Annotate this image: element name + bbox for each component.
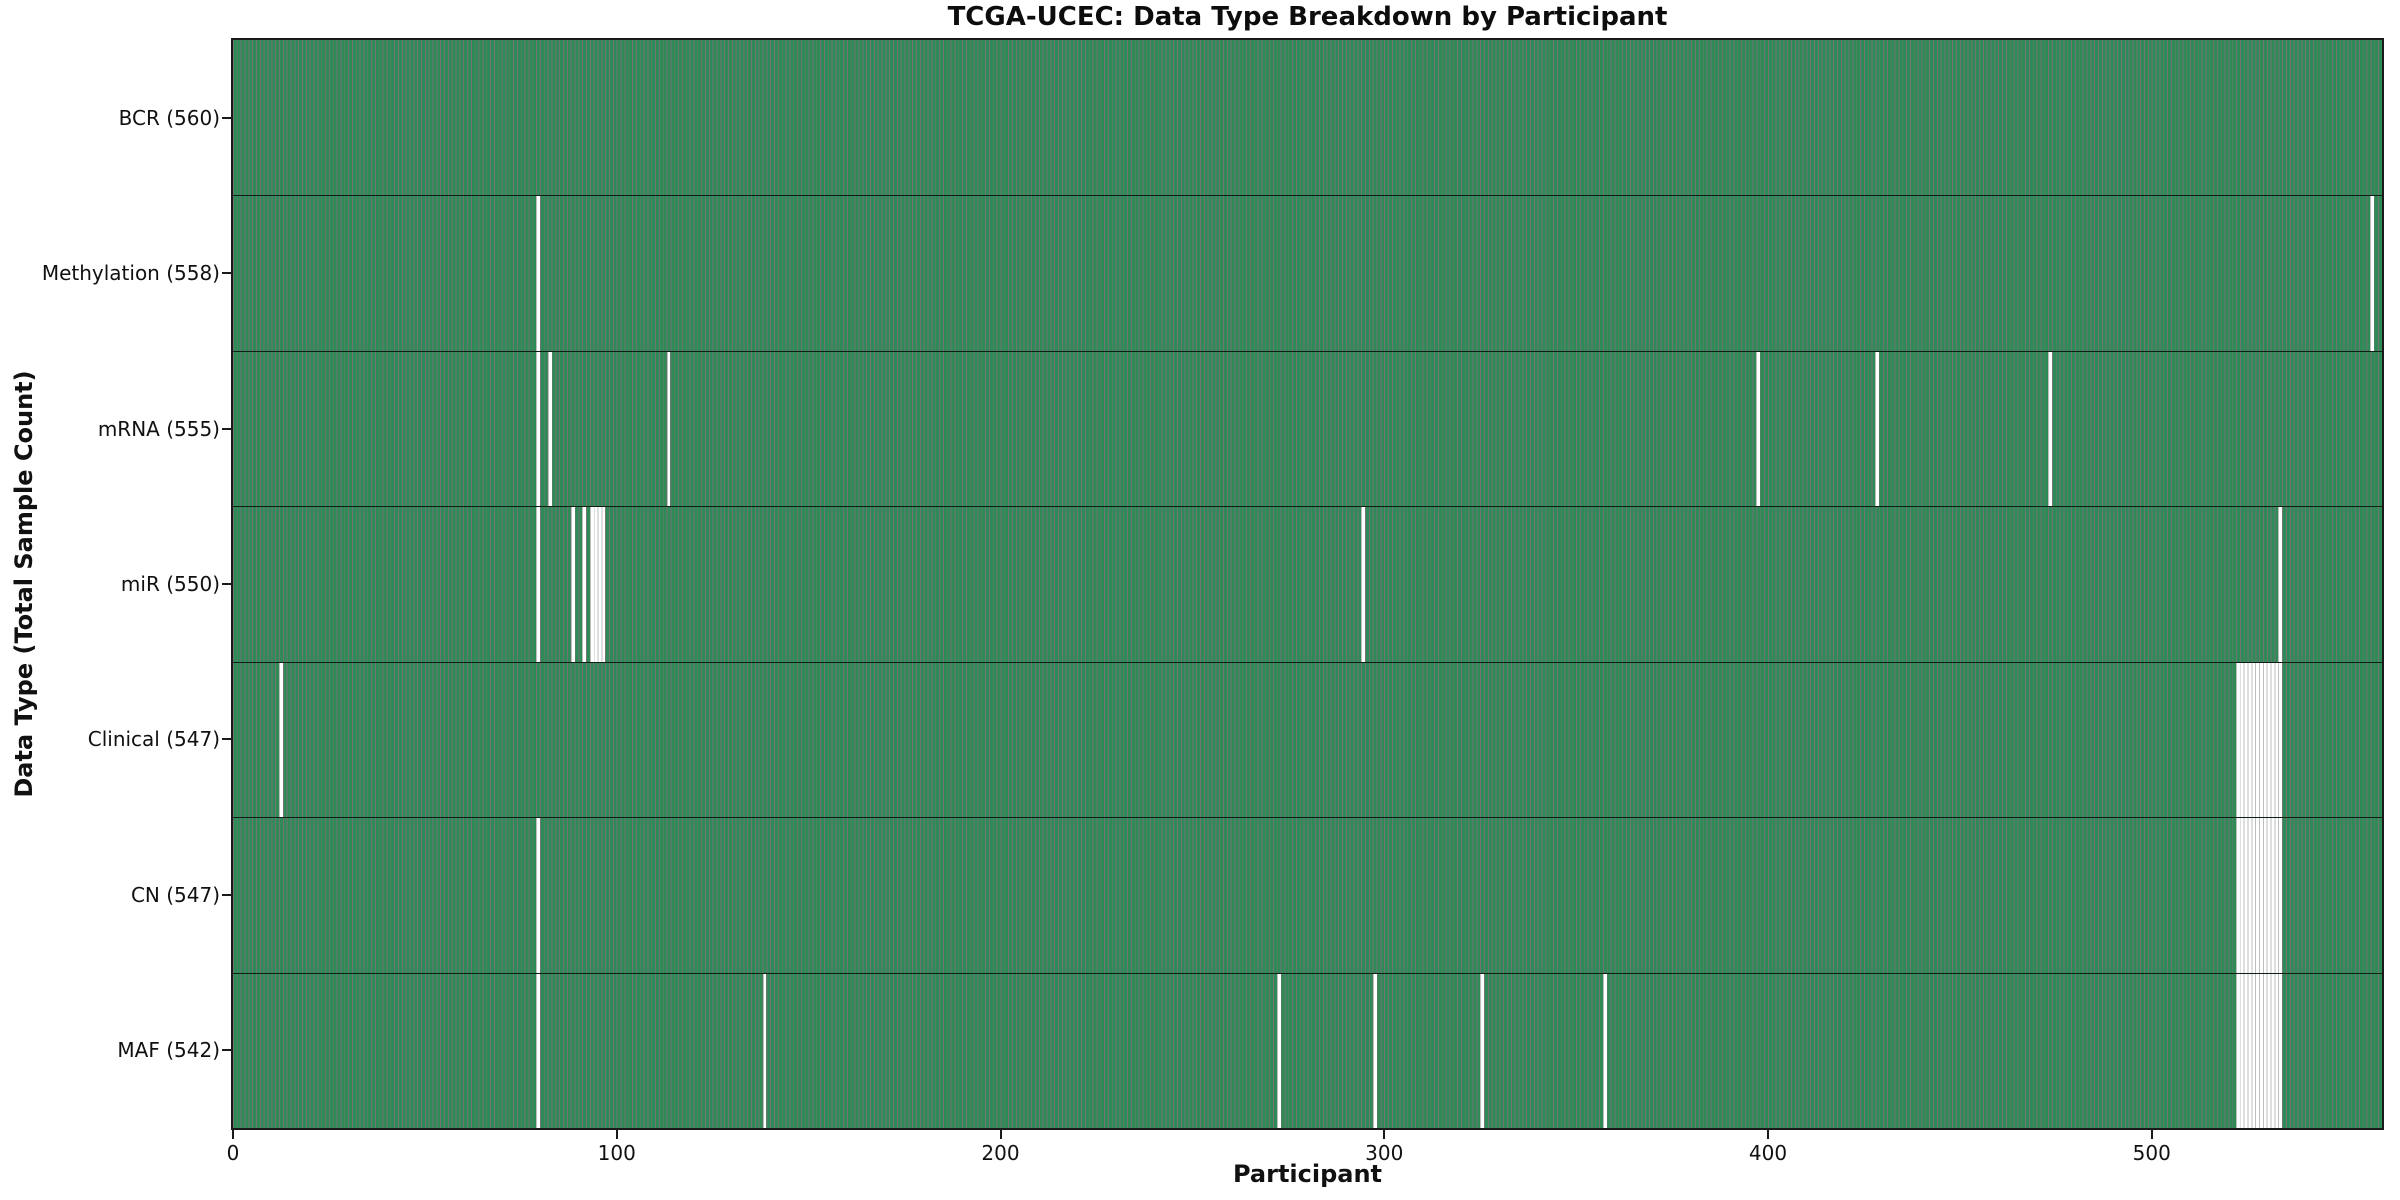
chart-title: TCGA-UCEC: Data Type Breakdown by Partic…: [947, 2, 1668, 32]
absent-gap: [570, 507, 575, 662]
x-tick-label-300: 300: [1365, 1141, 1404, 1165]
absent-gap: [1480, 973, 1485, 1128]
absent-gap: [1875, 351, 1880, 507]
y-tick-mark: [222, 1049, 231, 1052]
absent-gap: [2236, 662, 2283, 818]
x-tick-mark: [2150, 1130, 2153, 1139]
heatmap-row-clinical-547: [233, 661, 2382, 818]
y-tick-label-mrna-555: mRNA (555): [97, 416, 220, 441]
heatmap-row-methylation-558: [233, 195, 2382, 351]
x-tick-label-100: 100: [597, 1141, 636, 1165]
x-tick-label-500: 500: [2132, 1141, 2171, 1165]
absent-gap: [279, 662, 283, 818]
heatmap-row-bcr-560: [233, 40, 2382, 196]
x-tick-mark: [1383, 1130, 1386, 1139]
y-tick-mark: [222, 427, 231, 430]
y-tick-mark: [222, 893, 231, 896]
absent-gap: [2236, 818, 2283, 973]
y-tick-label-methylation-558: Methylation (558): [41, 261, 220, 286]
absent-gap: [1602, 973, 1607, 1128]
absent-gap: [2236, 973, 2283, 1128]
x-tick-mark: [615, 1130, 618, 1139]
x-tick-label-0: 0: [226, 1141, 240, 1165]
y-tick-label-mir-550: miR (550): [120, 572, 220, 596]
heatmap-row-mrna-555: [233, 350, 2382, 507]
y-tick-label-maf-542: MAF (542): [117, 1038, 220, 1063]
heatmap-rows: [233, 40, 2382, 1128]
y-tick-mark: [222, 738, 231, 741]
x-tick-label-200: 200: [981, 1141, 1020, 1165]
absent-gap: [582, 507, 587, 662]
absent-gap: [2370, 196, 2375, 351]
absent-gap: [547, 351, 552, 507]
absent-gap: [536, 507, 540, 662]
plot-area: Present Absent: [231, 38, 2384, 1130]
x-tick-label-400: 400: [1748, 1141, 1788, 1165]
absent-gap: [589, 507, 606, 662]
absent-gap: [1276, 973, 1281, 1128]
absent-gap: [536, 818, 540, 973]
x-tick-mark: [999, 1130, 1002, 1139]
absent-gap: [2048, 351, 2052, 507]
absent-gap: [536, 196, 540, 351]
absent-gap: [2278, 507, 2283, 662]
heatmap-row-maf-542: [233, 972, 2382, 1128]
y-tick-mark: [222, 116, 231, 119]
x-axis-label: Participant: [1232, 1160, 1383, 1188]
x-tick-mark: [232, 1130, 234, 1139]
heatmap-row-mir-550: [233, 506, 2382, 662]
x-tick-mark: [1767, 1130, 1769, 1139]
absent-gap: [666, 351, 671, 507]
absent-gap: [762, 973, 767, 1128]
absent-gap: [1372, 973, 1377, 1128]
y-tick-mark: [222, 272, 231, 275]
y-tick-label-clinical-547: Clinical (547): [87, 727, 220, 752]
y-tick-mark: [222, 583, 231, 585]
y-tick-label-cn-547: CN (547): [130, 882, 220, 907]
absent-gap: [1361, 507, 1366, 662]
absent-gap: [536, 973, 540, 1128]
absent-gap: [536, 351, 540, 507]
heatmap-row-cn-547: [233, 817, 2382, 973]
absent-gap: [1756, 351, 1761, 507]
y-tick-label-bcr-560: BCR (560): [118, 105, 220, 130]
